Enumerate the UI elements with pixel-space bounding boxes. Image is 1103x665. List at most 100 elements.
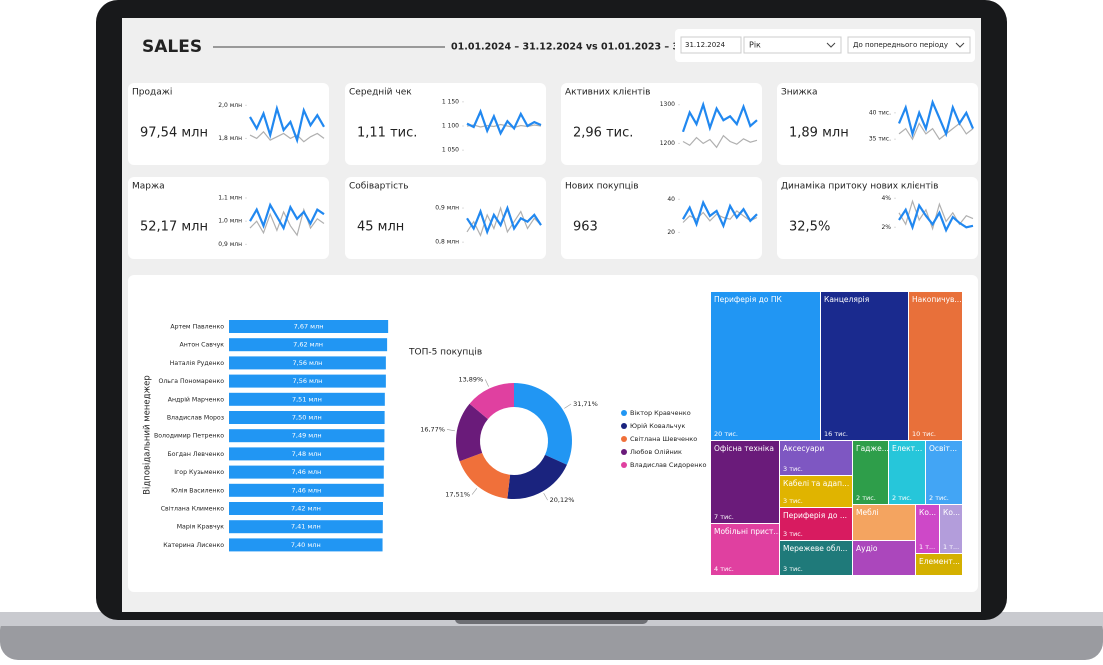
treemap-tile: [889, 441, 925, 504]
treemap-tile: [940, 505, 962, 553]
date-value: 31.12.2024: [685, 41, 726, 49]
treemap-value: 7 тис.: [714, 513, 734, 521]
bar: [229, 447, 385, 461]
treemap-value: 3 тис.: [783, 465, 803, 473]
treemap-label: Периферія до ...: [783, 511, 847, 520]
treemap-value: 10 тис.: [912, 430, 936, 438]
bar-label: 7,40 млн: [291, 541, 321, 549]
kpi-title: Продажі: [132, 88, 172, 98]
donut-title: ТОП-5 покупців: [408, 348, 482, 358]
date-picker[interactable]: [680, 36, 742, 54]
treemap-label: Гадже...: [856, 444, 889, 453]
kpi-title: Собівартість: [349, 182, 409, 192]
legend-label: Світлана Шевченко: [630, 435, 697, 443]
bar: [229, 392, 385, 406]
leader-line: [471, 488, 478, 495]
kpi-title: Знижка: [781, 88, 818, 98]
manager-name: Юлія Василенко: [171, 486, 224, 494]
treemap-label: Канцелярія: [824, 295, 869, 304]
bar-label: 7,56 млн: [293, 359, 323, 367]
bar-label: 7,46 млн: [291, 486, 321, 494]
kpi-card: [128, 83, 329, 165]
treemap-value: 1 т...: [919, 543, 935, 551]
treemap-value: 4 тис.: [714, 565, 734, 573]
sparkline-current: [466, 204, 542, 236]
sparkline-current: [682, 199, 758, 229]
treemap-tile: [916, 554, 962, 575]
sparkline-current: [249, 202, 325, 231]
manager-name: Антон Савчук: [180, 342, 225, 349]
legend-marker: [621, 423, 627, 429]
leader-line: [446, 429, 455, 432]
granularity-dropdown[interactable]: [743, 36, 842, 54]
dashboard-title: SALES: [142, 37, 202, 57]
treemap-label: Меблі: [856, 508, 879, 517]
bar-label: 7,50 млн: [292, 414, 322, 422]
donut-slice: [456, 403, 488, 462]
legend-label: Любов Олійник: [630, 448, 682, 456]
manager-name: Андрій Марченко: [168, 395, 224, 403]
comparison-dropdown[interactable]: [847, 36, 971, 54]
sparkline-current: [898, 202, 974, 233]
kpi-title: Активних клієнтів: [565, 88, 650, 98]
donut-slice: [514, 383, 572, 465]
kpi-tick-label: 0,8 млн: [435, 239, 459, 246]
kpi-tick-label: 1,8 млн: [218, 135, 242, 142]
chevron: [826, 42, 836, 48]
treemap-tile: [853, 505, 915, 540]
treemap-value: 20 тис.: [714, 430, 738, 438]
legend-marker: [621, 449, 627, 455]
kpi-tick-label: 1,0 млн: [218, 218, 242, 225]
bar: [229, 502, 383, 515]
kpi-card: [777, 83, 978, 165]
bar: [229, 320, 389, 333]
manager-name: Владислав Мороз: [167, 415, 224, 422]
kpi-tick-label: 40 тис.: [869, 109, 891, 116]
kpi-value: 52,17 млн: [140, 220, 208, 235]
kpi-tick-label: 20: [667, 229, 675, 236]
kpi-tick-label: 1 150: [442, 98, 459, 105]
treemap-tile: [909, 292, 962, 440]
legend-marker: [621, 462, 627, 468]
treemap-tile: [711, 524, 779, 575]
treemap-tile: [711, 292, 820, 440]
leader-line: [484, 379, 489, 387]
kpi-value: 1,11 тис.: [357, 126, 417, 141]
treemap-value: 16 тис.: [824, 430, 848, 438]
treemap-value: 2 тис.: [892, 494, 912, 502]
kpi-card: [128, 177, 329, 259]
treemap-value: 3 тис.: [783, 565, 803, 573]
treemap-value: 3 тис.: [783, 497, 803, 505]
bar-label: 7,42 млн: [291, 505, 321, 513]
kpi-tick-label: 1 100: [442, 123, 459, 130]
bar: [229, 429, 385, 443]
bar-label: 7,46 млн: [291, 468, 321, 476]
bar-label: 7,41 млн: [291, 523, 321, 531]
treemap-label: Кабелі та адап...: [783, 479, 849, 488]
manager-name: Богдан Левченко: [167, 451, 224, 458]
sparkline-previous: [249, 130, 325, 143]
bar: [229, 538, 383, 552]
kpi-value: 1,89 млн: [789, 126, 849, 141]
manager-name: Наталія Руденко: [170, 359, 224, 367]
treemap-label: Мобільні прист...: [714, 527, 781, 536]
bar: [229, 374, 386, 388]
sparkline-previous: [466, 206, 542, 237]
donut-slice: [469, 383, 514, 420]
kpi-tick-label: 1 050: [442, 147, 459, 154]
kpi-tick-label: 4%: [881, 195, 891, 202]
manager-name: Катерина Лисенко: [163, 542, 224, 549]
treemap-tile: [780, 441, 852, 475]
treemap-label: Елемент...: [919, 557, 960, 566]
donut-label: 16,77%: [420, 425, 445, 433]
kpi-card: [561, 177, 762, 259]
axis-title: Відповідальний менеджер: [143, 375, 153, 495]
donut-label: 20,12%: [550, 496, 575, 504]
treemap-label: Аудіо: [856, 544, 878, 553]
bar: [229, 356, 386, 370]
kpi-value: 97,54 млн: [140, 126, 208, 141]
sparkline-previous: [682, 134, 758, 149]
donut-slice: [459, 452, 511, 499]
